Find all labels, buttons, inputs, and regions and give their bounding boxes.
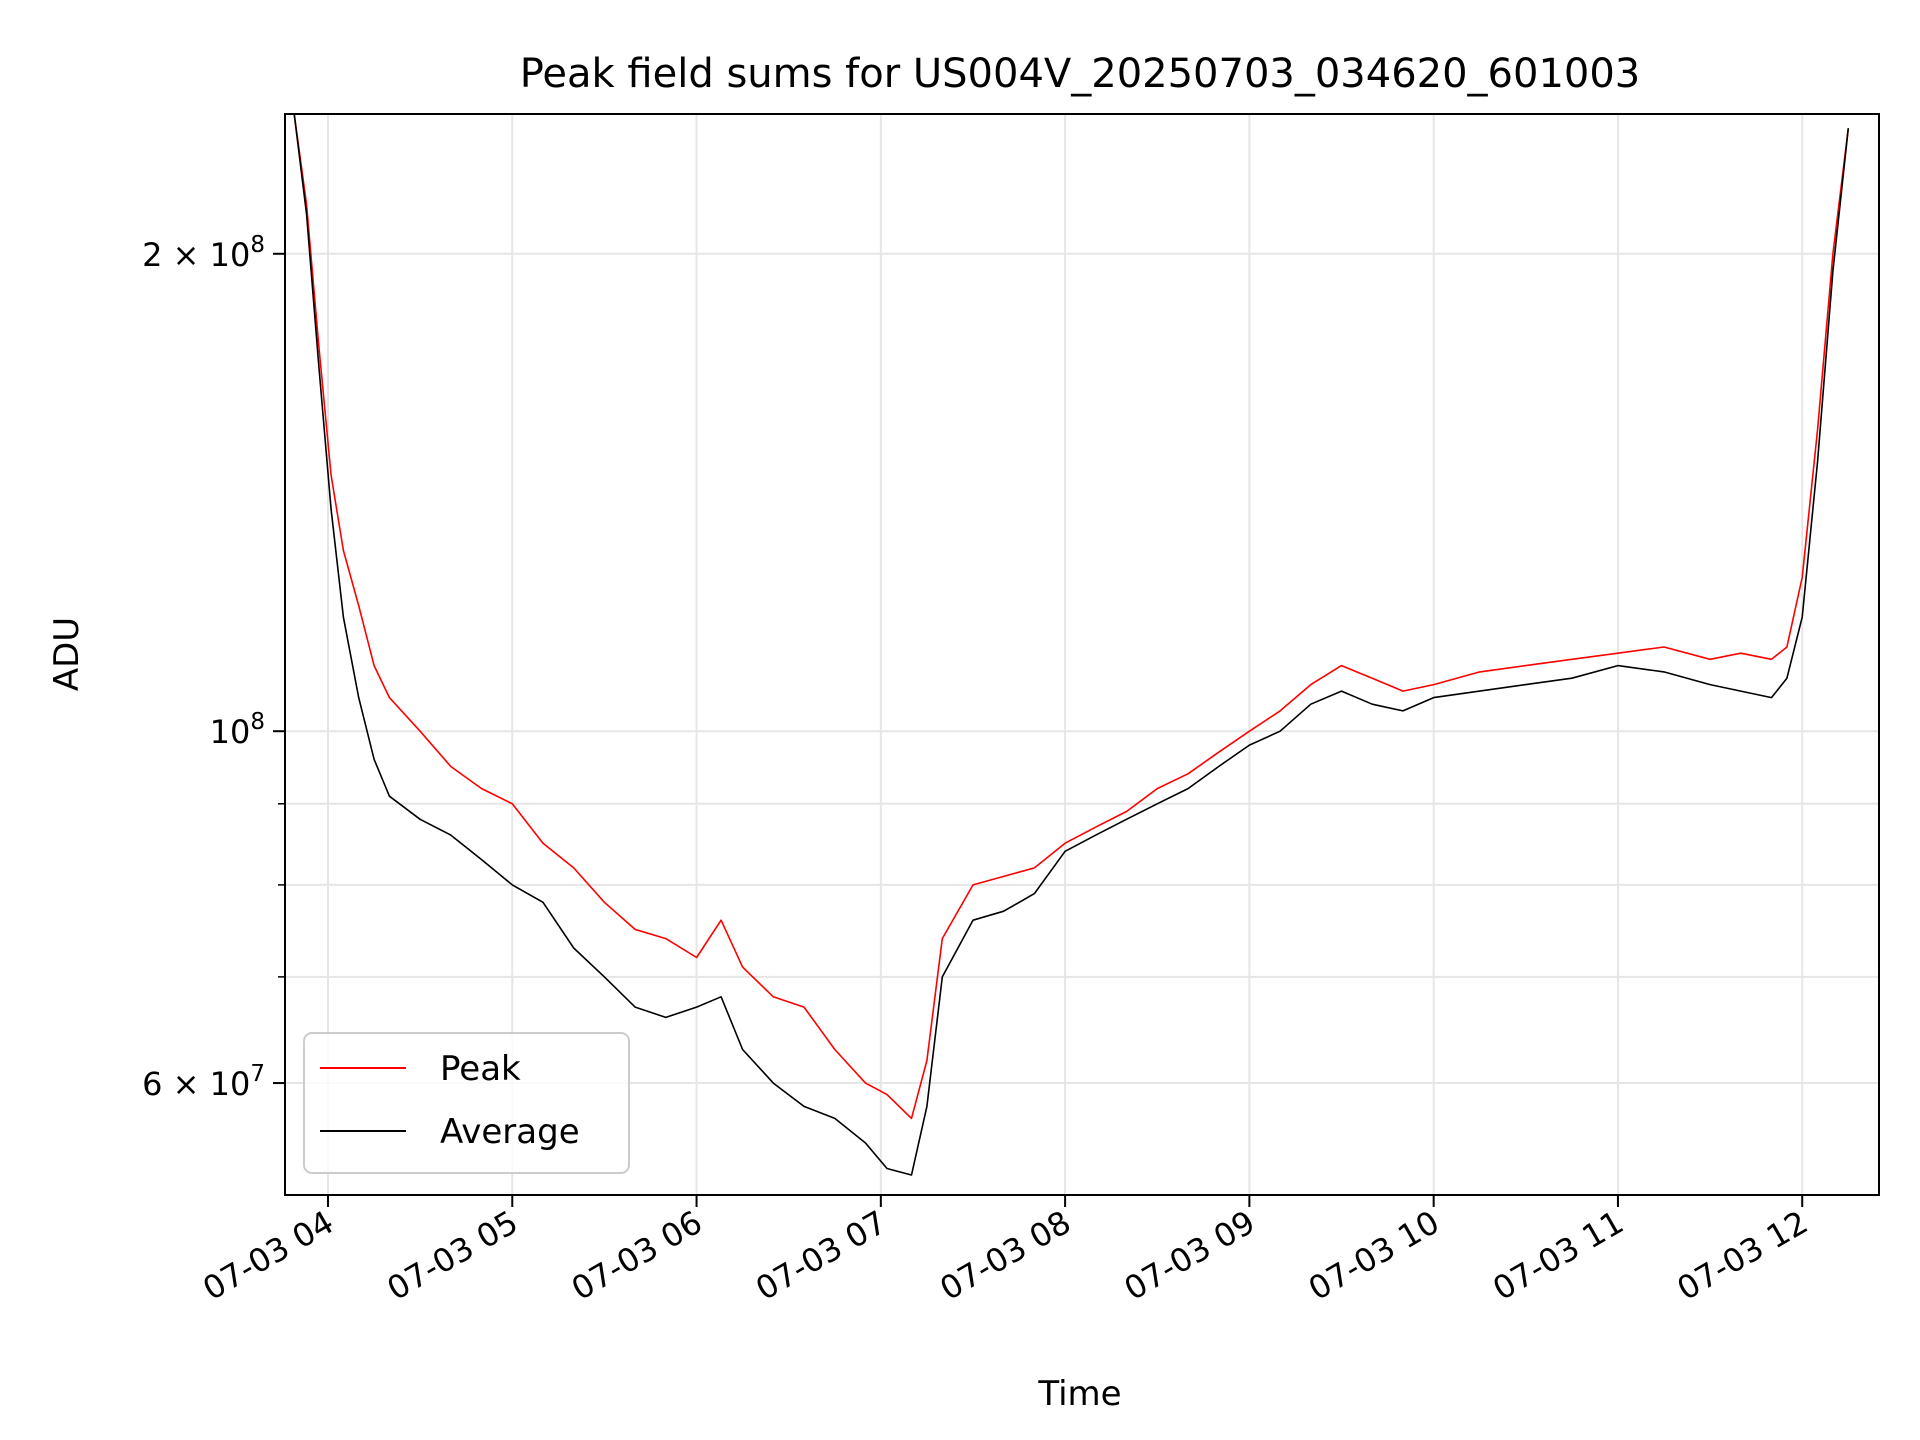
chart-title: Peak field sums for US004V_20250703_0346… xyxy=(520,51,1641,97)
x-axis-label: Time xyxy=(1037,1374,1121,1414)
plot-frame xyxy=(284,113,1880,1196)
y-axis-label: ADU xyxy=(47,617,87,691)
grid xyxy=(285,114,1879,1195)
y-tick-label: 6 × 107 xyxy=(142,1061,265,1103)
y-axis: 2 × 108 108 6 × 107 xyxy=(142,232,285,1103)
y-tick-label: 108 xyxy=(210,709,265,751)
y-tick-label: 2 × 108 xyxy=(142,232,265,274)
legend-label-peak: Peak xyxy=(440,1049,521,1089)
legend-label-average: Average xyxy=(440,1112,580,1152)
series-line-peak xyxy=(293,114,1850,1120)
legend: Peak Average xyxy=(303,1032,630,1174)
series-layer xyxy=(293,114,1850,1176)
series-line-average xyxy=(293,114,1850,1176)
